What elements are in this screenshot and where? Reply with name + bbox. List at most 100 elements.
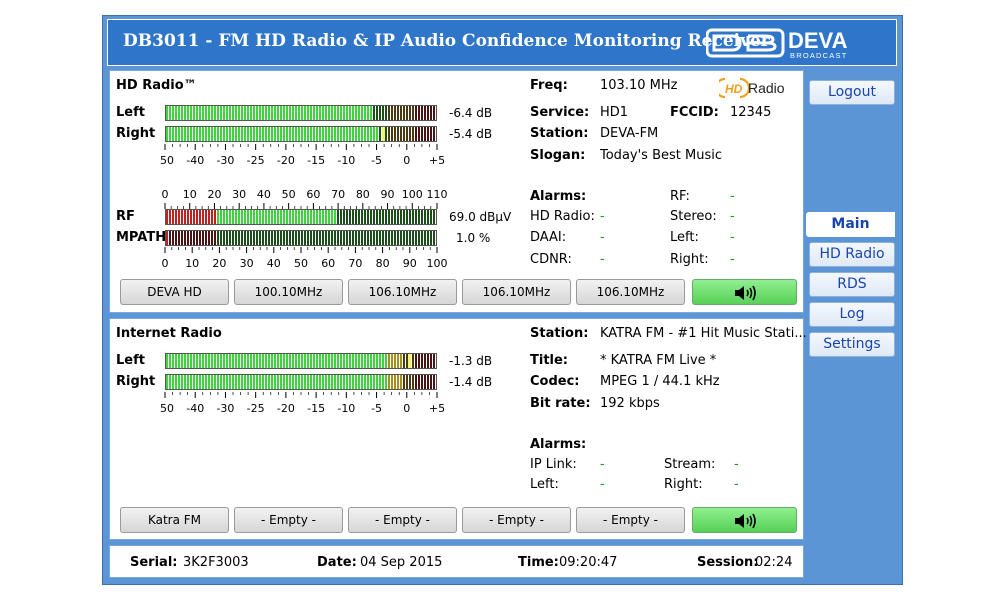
meter-segment bbox=[268, 354, 270, 368]
meter-segment bbox=[232, 231, 234, 245]
meter-segment bbox=[199, 106, 201, 120]
fccid-value: 12345 bbox=[730, 105, 772, 120]
meter-segment bbox=[367, 106, 369, 120]
meter-segment bbox=[175, 127, 177, 141]
meter-segment bbox=[295, 231, 297, 245]
meter-segment bbox=[415, 106, 417, 120]
ip-listen-button[interactable] bbox=[692, 507, 797, 533]
scale-label: 70 bbox=[331, 188, 345, 201]
meter-segment bbox=[358, 354, 360, 368]
scale-label: -15 bbox=[307, 154, 325, 167]
hd-preset-button-1[interactable]: DEVA HD bbox=[120, 279, 229, 305]
meter-segment bbox=[433, 354, 435, 368]
meter-segment bbox=[349, 354, 351, 368]
meter-segment bbox=[412, 375, 414, 389]
meter-segment bbox=[316, 231, 318, 245]
alarm-left-status: - bbox=[730, 230, 735, 245]
scale-label: 40 bbox=[257, 188, 271, 201]
meter-segment bbox=[265, 127, 267, 141]
meter-segment bbox=[166, 210, 168, 224]
meter-segment bbox=[316, 354, 318, 368]
hd-preset-button-3[interactable]: 106.10MHz bbox=[348, 279, 457, 305]
ip-preset-button-3[interactable]: - Empty - bbox=[348, 507, 457, 533]
hd-radio-panel: HD Radio™ Left -6.4 dB Right -5.4 dB -50… bbox=[109, 70, 804, 313]
meter-segment bbox=[271, 210, 273, 224]
meter-segment bbox=[292, 354, 294, 368]
meter-segment bbox=[427, 354, 429, 368]
meter-segment bbox=[310, 231, 312, 245]
meter-segment bbox=[430, 210, 432, 224]
meter-segment bbox=[277, 354, 279, 368]
meter-segment bbox=[298, 127, 300, 141]
hd-preset-button-4[interactable]: 106.10MHz bbox=[462, 279, 571, 305]
meter-segment bbox=[304, 106, 306, 120]
meter-segment bbox=[223, 231, 225, 245]
meter-segment bbox=[364, 127, 366, 141]
meter-segment bbox=[217, 354, 219, 368]
hd-alarms-label: Alarms: bbox=[530, 189, 587, 204]
meter-segment bbox=[349, 231, 351, 245]
hd-rf-scale: 0 10 20 30 40 50 60 70 80 90 100 110 bbox=[162, 188, 448, 209]
freq-label: Freq: bbox=[530, 78, 568, 93]
nav-hd-radio[interactable]: HD Radio bbox=[809, 242, 895, 267]
meter-segment bbox=[283, 127, 285, 141]
meter-segment bbox=[205, 127, 207, 141]
meter-segment bbox=[220, 127, 222, 141]
meter-segment bbox=[211, 375, 213, 389]
nav-settings[interactable]: Settings bbox=[809, 332, 895, 357]
meter-segment bbox=[352, 127, 354, 141]
meter-segment bbox=[304, 127, 306, 141]
meter-segment bbox=[304, 231, 306, 245]
hd-listen-button[interactable] bbox=[692, 279, 797, 305]
meter-segment bbox=[283, 375, 285, 389]
meter-segment bbox=[229, 375, 231, 389]
ip-audio-scale: -50-40-30-25-20-15-10-50+5 bbox=[160, 392, 445, 415]
meter-segment bbox=[331, 127, 333, 141]
meter-segment bbox=[298, 210, 300, 224]
logout-button[interactable]: Logout bbox=[809, 80, 895, 105]
nav-rds[interactable]: RDS bbox=[809, 272, 895, 297]
hd-preset-button-2[interactable]: 100.10MHz bbox=[234, 279, 343, 305]
meter-segment bbox=[262, 106, 264, 120]
ip-preset-button-5[interactable]: - Empty - bbox=[576, 507, 685, 533]
ip-preset-button-4[interactable]: - Empty - bbox=[462, 507, 571, 533]
meter-segment bbox=[382, 210, 384, 224]
meter-segment bbox=[268, 106, 270, 120]
meter-segment bbox=[169, 231, 171, 245]
hd-preset-button-5[interactable]: 106.10MHz bbox=[576, 279, 685, 305]
meter-segment bbox=[433, 210, 435, 224]
meter-segment bbox=[169, 210, 171, 224]
scale-label: -5 bbox=[371, 402, 382, 415]
meter-segment bbox=[331, 106, 333, 120]
meter-segment bbox=[352, 210, 354, 224]
nav-main[interactable]: Main bbox=[806, 212, 895, 237]
serial-value: 3K2F3003 bbox=[183, 555, 249, 570]
nav-log[interactable]: Log bbox=[809, 302, 895, 327]
meter-segment bbox=[307, 210, 309, 224]
scale-label: +5 bbox=[429, 402, 445, 415]
hd-right-meter-bars bbox=[166, 127, 435, 141]
scale-label: 60 bbox=[306, 188, 320, 201]
meter-segment bbox=[274, 231, 276, 245]
meter-segment bbox=[424, 106, 426, 120]
meter-segment bbox=[319, 375, 321, 389]
meter-segment bbox=[235, 127, 237, 141]
meter-segment bbox=[301, 106, 303, 120]
meter-segment bbox=[418, 375, 420, 389]
meter-segment bbox=[385, 127, 387, 141]
meter-segment bbox=[427, 231, 429, 245]
meter-segment bbox=[358, 210, 360, 224]
meter-segment bbox=[373, 106, 375, 120]
meter-segment bbox=[355, 231, 357, 245]
meter-segment bbox=[367, 375, 369, 389]
meter-segment bbox=[406, 210, 408, 224]
meter-segment bbox=[187, 210, 189, 224]
meter-segment bbox=[304, 354, 306, 368]
meter-segment bbox=[172, 231, 174, 245]
meter-segment bbox=[280, 127, 282, 141]
meter-segment bbox=[223, 210, 225, 224]
meter-segment bbox=[346, 106, 348, 120]
ip-preset-button-2[interactable]: - Empty - bbox=[234, 507, 343, 533]
meter-segment bbox=[265, 106, 267, 120]
ip-preset-button-1[interactable]: Katra FM bbox=[120, 507, 229, 533]
